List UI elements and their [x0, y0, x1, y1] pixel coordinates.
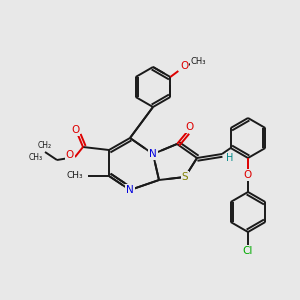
- Text: O: O: [244, 170, 252, 180]
- Text: N: N: [149, 149, 157, 159]
- Text: N: N: [126, 185, 134, 195]
- Text: O: O: [66, 150, 74, 160]
- Text: CH₃: CH₃: [67, 172, 83, 181]
- Text: CH₃: CH₃: [190, 56, 206, 65]
- Text: O: O: [71, 125, 79, 135]
- Text: S: S: [182, 172, 188, 182]
- Text: CH₃: CH₃: [29, 152, 43, 161]
- Text: O: O: [186, 122, 194, 132]
- Text: O: O: [180, 61, 188, 71]
- Text: Cl: Cl: [243, 246, 253, 256]
- Text: CH₂: CH₂: [38, 140, 52, 149]
- Text: H: H: [226, 153, 234, 163]
